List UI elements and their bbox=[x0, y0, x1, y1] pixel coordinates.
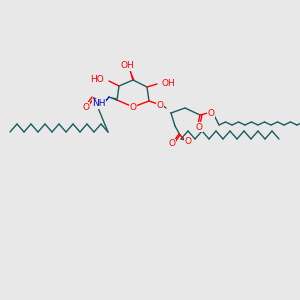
Text: O: O bbox=[82, 103, 89, 112]
Text: O: O bbox=[208, 109, 214, 118]
Text: O: O bbox=[157, 100, 164, 109]
Polygon shape bbox=[109, 97, 118, 101]
Text: O: O bbox=[169, 140, 176, 148]
Text: O: O bbox=[130, 103, 136, 112]
Polygon shape bbox=[130, 70, 135, 81]
Text: O: O bbox=[184, 136, 191, 146]
Text: NH: NH bbox=[92, 100, 106, 109]
Text: HO: HO bbox=[90, 74, 104, 83]
Text: OH: OH bbox=[162, 79, 176, 88]
Text: O: O bbox=[196, 122, 202, 131]
Text: OH: OH bbox=[120, 61, 134, 70]
